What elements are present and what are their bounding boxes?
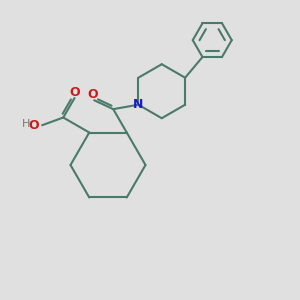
Text: N: N <box>133 98 144 111</box>
Text: O: O <box>87 88 98 101</box>
Text: O: O <box>28 119 39 132</box>
Text: H: H <box>22 119 31 129</box>
Text: O: O <box>69 86 80 99</box>
